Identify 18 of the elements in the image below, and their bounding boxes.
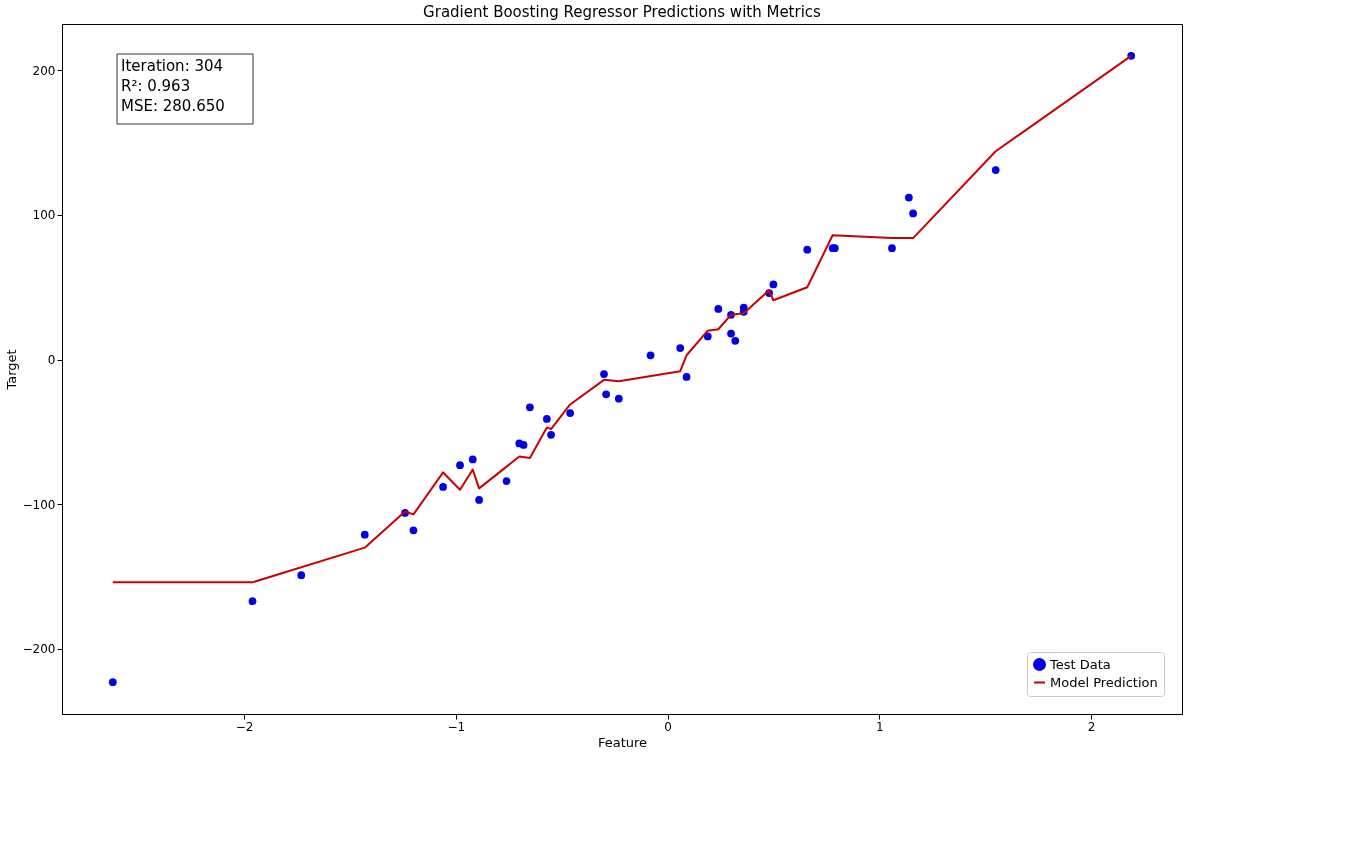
y-axis-title: Target: [3, 349, 19, 391]
annotation: R²: 0.963: [121, 77, 191, 95]
legend-label: Model Prediction: [1050, 674, 1158, 690]
annotation: MSE: 280.650: [121, 97, 225, 115]
y-tick-label: 0: [47, 353, 56, 368]
x-tick-label: 0: [664, 719, 672, 734]
y-tick-label: −200: [22, 642, 56, 657]
x-axis-title: Feature: [597, 734, 648, 750]
y-tick-label: 100: [32, 208, 56, 223]
x-tick-label: −2: [235, 719, 254, 734]
legend-label: Test Data: [1049, 656, 1111, 672]
x-tick-label: 1: [875, 719, 884, 734]
x-tick-label: −1: [447, 719, 466, 734]
y-tick-label: 200: [32, 63, 56, 78]
x-tick-label: 2: [1087, 719, 1096, 734]
chart-title: Gradient Boosting Regressor Predictions with Metrics: [423, 3, 822, 21]
y-tick-label: −100: [22, 497, 56, 512]
annotation: Iteration: 304: [121, 57, 224, 75]
